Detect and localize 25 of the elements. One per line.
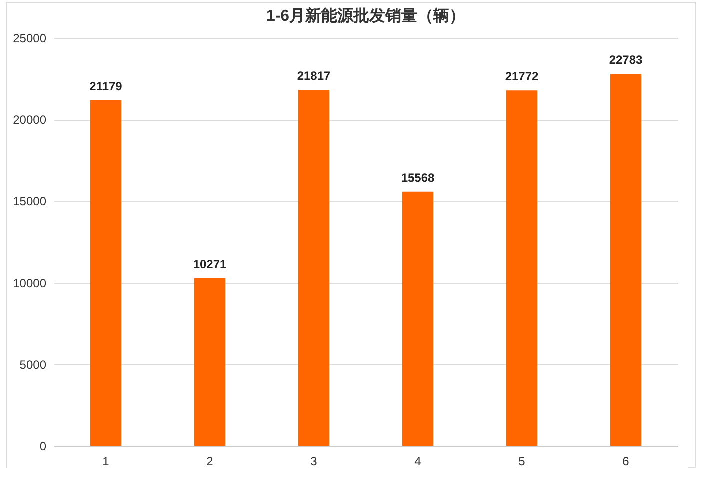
bar	[90, 100, 122, 446]
x-tick-label: 1	[102, 454, 110, 468]
bar	[402, 192, 434, 446]
bar	[610, 74, 642, 446]
data-label: 21179	[90, 79, 123, 94]
data-label: 21772	[505, 70, 540, 84]
y-tick-label: 0	[40, 440, 47, 454]
x-tick-label: 3	[310, 454, 318, 468]
bar	[298, 90, 330, 446]
x-tick-label: 2	[206, 454, 214, 468]
data-label: 22783	[609, 53, 644, 68]
y-tick-label: 15000	[13, 194, 47, 209]
x-tick-label: 4	[414, 454, 422, 468]
chart-title: 1-6月新能源批发销量（辆）	[266, 7, 466, 25]
bar	[194, 278, 226, 446]
y-tick-label: 25000	[13, 32, 47, 46]
x-tick-label: 5	[518, 454, 526, 468]
y-tick-label: 20000	[13, 113, 47, 128]
x-tick-label: 6	[622, 454, 630, 468]
bar	[506, 90, 538, 446]
y-tick-label: 10000	[13, 276, 47, 290]
y-tick-label: 5000	[20, 358, 47, 372]
data-label: 21817	[297, 68, 332, 83]
data-label: 15568	[401, 170, 436, 185]
data-label: 10271	[193, 257, 228, 272]
